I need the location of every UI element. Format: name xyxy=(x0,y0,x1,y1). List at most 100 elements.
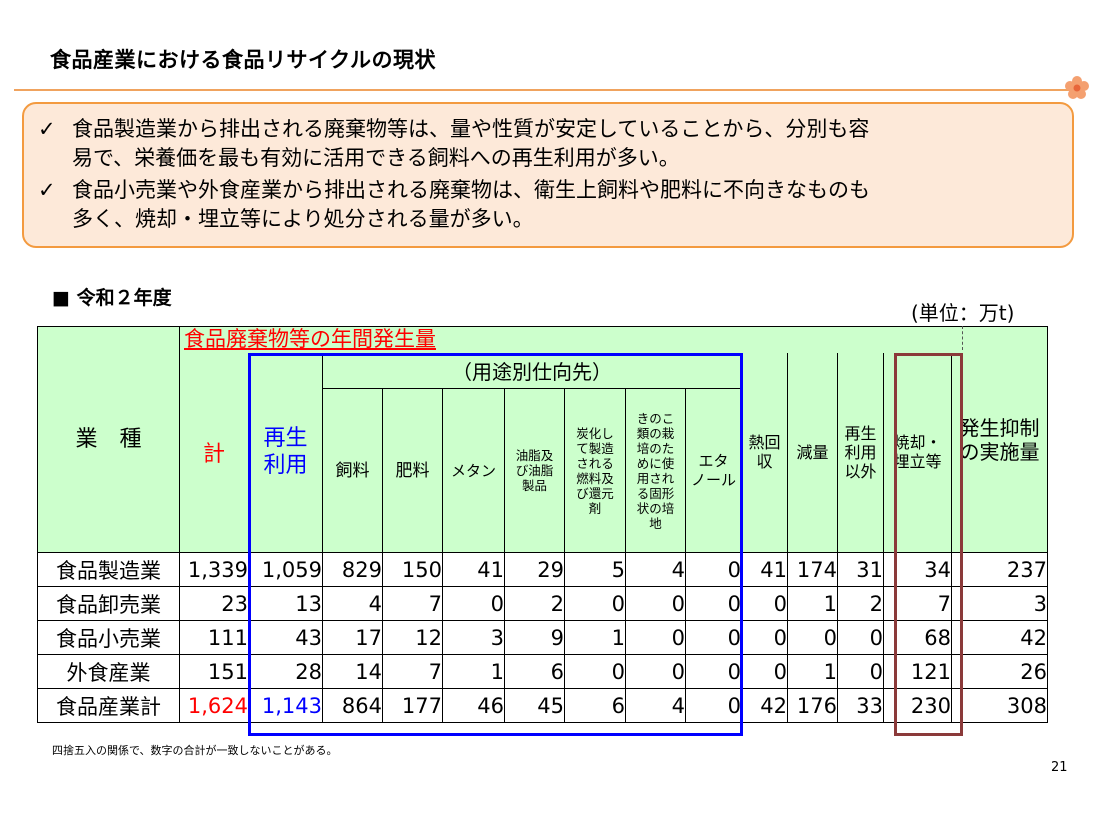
check-icon: ✓ xyxy=(38,178,56,202)
table-cell: 1,143 xyxy=(248,688,323,723)
table-cell: 12 xyxy=(382,620,443,655)
row-industry-name: 食品小売業 xyxy=(37,620,180,655)
title-underline xyxy=(14,89,1079,91)
bullet-2-line-1: 食品小売業や外食産業から排出される廃棄物は、衛生上飼料や肥料に不向きなものも xyxy=(72,178,870,202)
table-cell: 237 xyxy=(951,552,1048,587)
unit-label: (単位：万t) xyxy=(911,301,1015,325)
table-cell: 6 xyxy=(504,654,565,689)
table-cell: 17 xyxy=(322,620,383,655)
table-cell: 0 xyxy=(564,654,626,689)
table-cell: 68 xyxy=(883,620,952,655)
table-cell: 2 xyxy=(504,586,565,621)
table-cell: 1 xyxy=(787,586,838,621)
food-waste-table: 業 種 食品廃棄物等の年間発生量 発生抑制 の実施量 計 再生 利用 （用途別仕… xyxy=(37,326,1048,723)
table-cell: 308 xyxy=(951,688,1048,723)
table-cell: 42 xyxy=(951,620,1048,655)
header-suppression: 発生抑制 の実施量 xyxy=(951,326,1048,553)
table-row: 食品製造業 1,339 1,059 829 150 41 29 5 4 0 41 174 31 34 237 xyxy=(37,552,1048,587)
table-cell: 26 xyxy=(951,654,1048,689)
table-cell: 0 xyxy=(685,552,742,587)
table-cell: 0 xyxy=(625,586,686,621)
header-oil: 油脂及 び油脂 製品 xyxy=(504,388,565,553)
table-cell: 7 xyxy=(883,586,952,621)
table-row: 食品小売業 111 43 17 12 3 9 1 0 0 0 0 0 68 42 xyxy=(37,620,1048,655)
header-ethanol: エタ ノール xyxy=(685,388,742,553)
check-icon: ✓ xyxy=(38,117,56,141)
table-cell: 230 xyxy=(883,688,952,723)
bullet-1-line-2: 易で、栄養価を最も有効に活用できる飼料への再生利用が多い。 xyxy=(72,146,680,170)
table-cell: 1 xyxy=(564,620,626,655)
table-cell: 0 xyxy=(564,586,626,621)
footnote: 四捨五入の関係で、数字の合計が一致しないことがある。 xyxy=(52,744,338,757)
table-cell: 1,624 xyxy=(179,688,249,723)
table-cell: 14 xyxy=(322,654,383,689)
table-cell: 4 xyxy=(322,586,383,621)
table-cell: 0 xyxy=(741,620,788,655)
table-cell: 41 xyxy=(741,552,788,587)
table-cell: 1,059 xyxy=(248,552,323,587)
table-cell: 121 xyxy=(883,654,952,689)
table-cell: 151 xyxy=(179,654,249,689)
table-cell: 43 xyxy=(248,620,323,655)
table-cell: 1 xyxy=(442,654,505,689)
table-cell: 29 xyxy=(504,552,565,587)
table-cell: 0 xyxy=(837,620,884,655)
summary-box: ✓ 食品製造業から排出される廃棄物等は、量や性質が安定していることから、分別も容… xyxy=(22,102,1074,248)
header-carbonized-fuel: 炭化し て製造 される 燃料及 び還元剤 xyxy=(564,388,626,553)
header-mushroom-medium: きのこ 類の栽 培のた めに使 用され る固形 状の培地 xyxy=(625,388,686,553)
table-cell: 4 xyxy=(625,688,686,723)
header-recycle: 再生 利用 xyxy=(248,352,323,553)
header-group: 食品廃棄物等の年間発生量 xyxy=(179,326,952,353)
table-cell: 1,339 xyxy=(179,552,249,587)
table-cell: 46 xyxy=(442,688,505,723)
dotted-divider xyxy=(962,326,963,350)
row-industry-name: 食品製造業 xyxy=(37,552,180,587)
table-cell: 111 xyxy=(179,620,249,655)
header-fertilizer: 肥料 xyxy=(382,388,443,553)
table-cell: 33 xyxy=(837,688,884,723)
header-total: 計 xyxy=(179,352,249,553)
bullet-1-line-1: 食品製造業から排出される廃棄物等は、量や性質が安定していることから、分別も容 xyxy=(72,117,870,141)
table-cell: 7 xyxy=(382,654,443,689)
section-title: ■ 令和２年度 xyxy=(52,287,172,309)
table-cell: 6 xyxy=(564,688,626,723)
table-cell: 0 xyxy=(625,654,686,689)
table-cell: 150 xyxy=(382,552,443,587)
table-cell: 177 xyxy=(382,688,443,723)
table-cell: 34 xyxy=(883,552,952,587)
header-industry: 業 種 xyxy=(37,326,180,553)
page-title: 食品産業における食品リサイクルの現状 xyxy=(50,48,436,72)
table-cell: 23 xyxy=(179,586,249,621)
header-usage: （用途別仕向先） xyxy=(322,352,742,389)
table-cell: 0 xyxy=(625,620,686,655)
row-industry-name: 食品産業計 xyxy=(37,688,180,723)
table-cell: 28 xyxy=(248,654,323,689)
table-cell: 0 xyxy=(442,586,505,621)
table-cell: 1 xyxy=(787,654,838,689)
table-cell: 5 xyxy=(564,552,626,587)
table-cell: 0 xyxy=(685,620,742,655)
header-heat-recovery: 熱回収 xyxy=(741,352,788,553)
table-cell: 0 xyxy=(685,586,742,621)
table-cell: 0 xyxy=(741,586,788,621)
flower-icon xyxy=(1065,76,1089,99)
table-cell: 42 xyxy=(741,688,788,723)
table-row: 食品卸売業 23 13 4 7 0 2 0 0 0 0 1 2 7 3 xyxy=(37,586,1048,621)
table-cell: 3 xyxy=(951,586,1048,621)
table-cell: 45 xyxy=(504,688,565,723)
header-reduction: 減量 xyxy=(787,352,838,553)
header-incineration: 焼却・ 埋立等 xyxy=(883,352,952,553)
row-industry-name: 食品卸売業 xyxy=(37,586,180,621)
table-cell: 0 xyxy=(837,654,884,689)
table-row: 外食産業 151 28 14 7 1 6 0 0 0 0 1 0 121 26 xyxy=(37,654,1048,689)
table-cell: 0 xyxy=(685,654,742,689)
bullet-2-line-2: 多く、焼却・埋立等により処分される量が多い。 xyxy=(72,207,534,231)
table-cell: 7 xyxy=(382,586,443,621)
table-cell: 176 xyxy=(787,688,838,723)
total-row: 食品産業計 1,624 1,143 864 177 46 45 6 4 0 42 176 33 230 30… xyxy=(37,688,1048,723)
page-number: 21 xyxy=(1051,760,1068,775)
table-cell: 3 xyxy=(442,620,505,655)
table-cell: 13 xyxy=(248,586,323,621)
table-cell: 864 xyxy=(322,688,383,723)
header-methane: メタン xyxy=(442,388,505,553)
